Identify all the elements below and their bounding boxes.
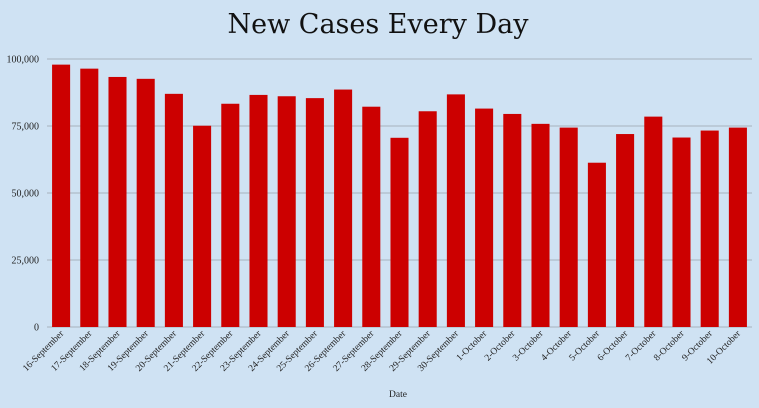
bar [559,127,578,327]
bars [52,64,747,328]
bar [80,68,99,327]
bar [475,108,494,327]
y-tick-label: 100,000 [7,55,40,66]
bar [136,78,155,327]
bar [503,113,522,327]
y-tick-label: 0 [34,323,39,334]
bar [587,162,606,327]
x-axis-ticks: 16-September17-September18-September19-S… [21,328,743,373]
bar [531,123,550,327]
bar [52,64,71,328]
bar [334,89,353,327]
bar [644,116,663,328]
bar [221,103,240,327]
bar [249,94,268,327]
bar [164,93,183,327]
x-axis-label: Date [389,390,407,400]
y-tick-label: 25,000 [12,256,40,267]
y-tick-label: 50,000 [12,189,40,200]
bar [616,134,635,327]
bar [700,130,719,327]
bar [362,106,381,327]
bar [390,137,409,327]
bar [446,94,465,327]
bar [418,111,437,327]
y-tick-label: 75,000 [12,122,40,133]
bar [672,137,691,327]
bar [305,98,324,328]
y-axis-ticks: 0 25,000 50,000 75,000 100,000 [7,55,40,334]
bar [277,96,296,327]
bar [193,125,212,328]
chart-title: New Cases Every Day [227,9,529,40]
bar [728,127,747,327]
bar [108,76,127,328]
